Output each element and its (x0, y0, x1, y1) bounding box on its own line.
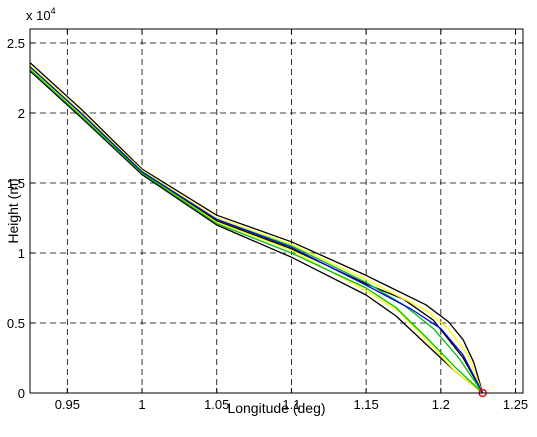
y-exponent-base: x 10 (26, 8, 51, 23)
y-tick-label: 2 (18, 106, 25, 121)
plot-frame (29, 28, 524, 394)
y-tick-label: 2.5 (7, 36, 25, 51)
y-tick-label: 0 (18, 386, 25, 401)
y-axis-exponent: x 104 (26, 6, 56, 23)
x-axis-ticks: 0.95 1 1.05 1.1 1.15 1.2 1.25 (55, 29, 528, 412)
grid (30, 29, 523, 393)
series-line-8 (29, 66, 484, 394)
x-tick-label: 0.95 (55, 397, 80, 412)
series-line-7 (29, 69, 484, 394)
x-tick-label: 1.05 (204, 397, 229, 412)
series-line-1 (29, 62, 484, 394)
y-tick-label: 1.5 (7, 176, 25, 191)
series-line-3 (29, 70, 484, 394)
x-tick-label: 1.15 (353, 397, 378, 412)
y-tick-label: 0.5 (7, 316, 25, 331)
series-group (29, 62, 487, 398)
y-tick-label: 1 (18, 246, 25, 261)
x-tick-label: 1.1 (282, 397, 300, 412)
y-axis-label: Height (m) (5, 178, 21, 243)
x-tick-label: 1.2 (432, 397, 450, 412)
y-axis-ticks: 0 0.5 1 1.5 2 2.5 (7, 36, 523, 401)
y-exponent-power: 4 (51, 6, 56, 16)
x-tick-label: 1 (138, 397, 145, 412)
x-tick-label: 1.25 (503, 397, 528, 412)
x-axis-label: Longitude (deg) (227, 400, 325, 416)
series-line-4 (29, 64, 484, 394)
